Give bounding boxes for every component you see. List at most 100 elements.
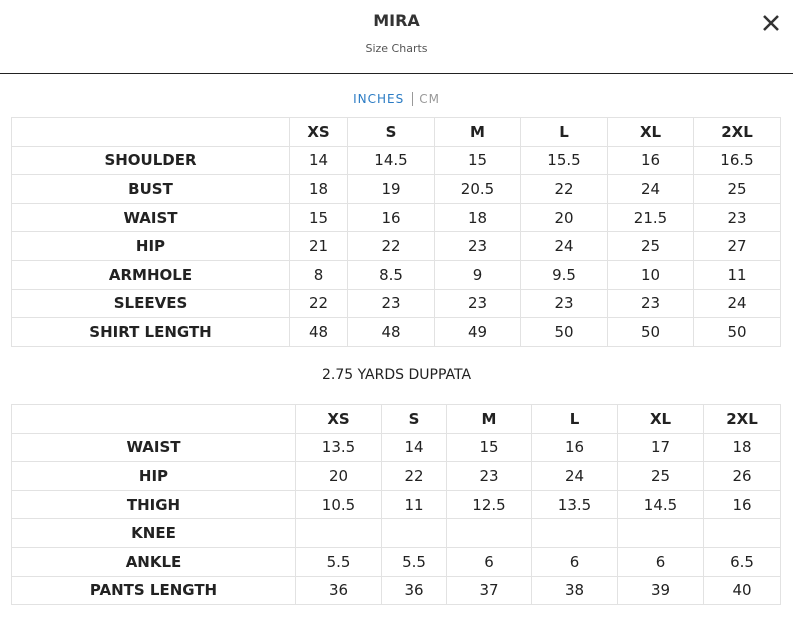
header-row: XS S M L XL 2XL (11, 117, 781, 147)
cell: 16 (347, 202, 435, 233)
cell: 22 (347, 231, 435, 261)
cell: 48 (347, 317, 435, 347)
cell: 14.5 (617, 489, 704, 520)
cell: 40 (703, 575, 781, 606)
column-header: 2XL (693, 117, 781, 147)
cell (531, 518, 618, 548)
table-row: THIGH 10.5 11 12.5 13.5 14.5 16 (11, 489, 781, 520)
close-button[interactable] (760, 12, 782, 34)
column-header: 2XL (703, 404, 781, 434)
row-label: HIP (11, 231, 290, 261)
cell: 27 (693, 231, 781, 261)
cell: 13.5 (295, 432, 382, 463)
column-header: M (434, 117, 521, 147)
cell: 20 (295, 461, 382, 491)
cell: 16 (607, 145, 694, 176)
cell: 26 (703, 461, 781, 491)
cell: 18 (434, 202, 521, 233)
cell: 16.5 (693, 145, 781, 176)
cell: 22 (289, 288, 348, 319)
cell: 8.5 (347, 259, 435, 290)
cell: 12.5 (446, 489, 532, 520)
cell: 15 (446, 432, 532, 463)
row-label: SLEEVES (11, 288, 290, 319)
cell: 9 (434, 259, 521, 290)
cell: 50 (607, 317, 694, 347)
cell (295, 518, 382, 548)
cell: 10.5 (295, 489, 382, 520)
unit-cm[interactable]: CM (419, 92, 440, 106)
cell: 13.5 (531, 489, 618, 520)
cell: 49 (434, 317, 521, 347)
cell: 25 (693, 174, 781, 204)
table-row: SHIRT LENGTH 48 48 49 50 50 50 (11, 317, 781, 347)
corner-cell (11, 117, 290, 147)
cell (446, 518, 532, 548)
cell: 14 (381, 432, 447, 463)
cell: 24 (693, 288, 781, 319)
cell: 16 (703, 489, 781, 520)
table-row: SHOULDER 14 14.5 15 15.5 16 16.5 (11, 145, 781, 176)
cell: 8 (289, 259, 348, 290)
cell: 21 (289, 231, 348, 261)
row-label: HIP (11, 461, 296, 491)
cell: 15.5 (520, 145, 608, 176)
table-row: HIP 21 22 23 24 25 27 (11, 231, 781, 261)
corner-cell (11, 404, 296, 434)
column-header: M (446, 404, 532, 434)
cell: 23 (607, 288, 694, 319)
cell (703, 518, 781, 548)
title: MIRA (373, 11, 420, 30)
cell: 22 (520, 174, 608, 204)
header-row: XS S M L XL 2XL (11, 404, 781, 434)
row-label: KNEE (11, 518, 296, 548)
cell: 18 (703, 432, 781, 463)
cell: 38 (531, 575, 618, 606)
divider (0, 73, 793, 74)
cell: 6.5 (703, 546, 781, 577)
cell (381, 518, 447, 548)
cell (617, 518, 704, 548)
cell: 9.5 (520, 259, 608, 290)
cell: 6 (446, 546, 532, 577)
cell: 24 (531, 461, 618, 491)
cell: 24 (520, 231, 608, 261)
table-row: ANKLE 5.5 5.5 6 6 6 6.5 (11, 546, 781, 577)
cell: 23 (693, 202, 781, 233)
row-label: ANKLE (11, 546, 296, 577)
row-label: PANTS LENGTH (11, 575, 296, 606)
column-header: XL (617, 404, 704, 434)
cell: 23 (434, 231, 521, 261)
cell: 16 (531, 432, 618, 463)
table-row: BUST 18 19 20.5 22 24 25 (11, 174, 781, 204)
cell: 50 (693, 317, 781, 347)
row-label: SHOULDER (11, 145, 290, 176)
cell: 24 (607, 174, 694, 204)
cell: 14 (289, 145, 348, 176)
column-header: S (381, 404, 447, 434)
table-row: HIP 20 22 23 24 25 26 (11, 461, 781, 491)
cell: 6 (531, 546, 618, 577)
cell: 11 (693, 259, 781, 290)
column-header: XL (607, 117, 694, 147)
row-label: ARMHOLE (11, 259, 290, 290)
cell: 5.5 (295, 546, 382, 577)
cell: 48 (289, 317, 348, 347)
subtitle: Size Charts (365, 42, 428, 55)
cell: 15 (434, 145, 521, 176)
cell: 17 (617, 432, 704, 463)
column-header: XS (295, 404, 382, 434)
size-table: XS S M L XL 2XL WAIST 13.5 14 15 16 17 18 HIP 20 22 23 24… (11, 404, 781, 606)
row-label: WAIST (11, 432, 296, 463)
cell: 20 (520, 202, 608, 233)
cell: 25 (617, 461, 704, 491)
cell: 22 (381, 461, 447, 491)
table-row: SLEEVES 22 23 23 23 23 24 (11, 288, 781, 319)
column-header: XS (289, 117, 348, 147)
unit-inches[interactable]: INCHES (353, 92, 414, 106)
cell: 23 (446, 461, 532, 491)
row-label: SHIRT LENGTH (11, 317, 290, 347)
row-label: THIGH (11, 489, 296, 520)
table-row: WAIST 15 16 18 20 21.5 23 (11, 202, 781, 233)
